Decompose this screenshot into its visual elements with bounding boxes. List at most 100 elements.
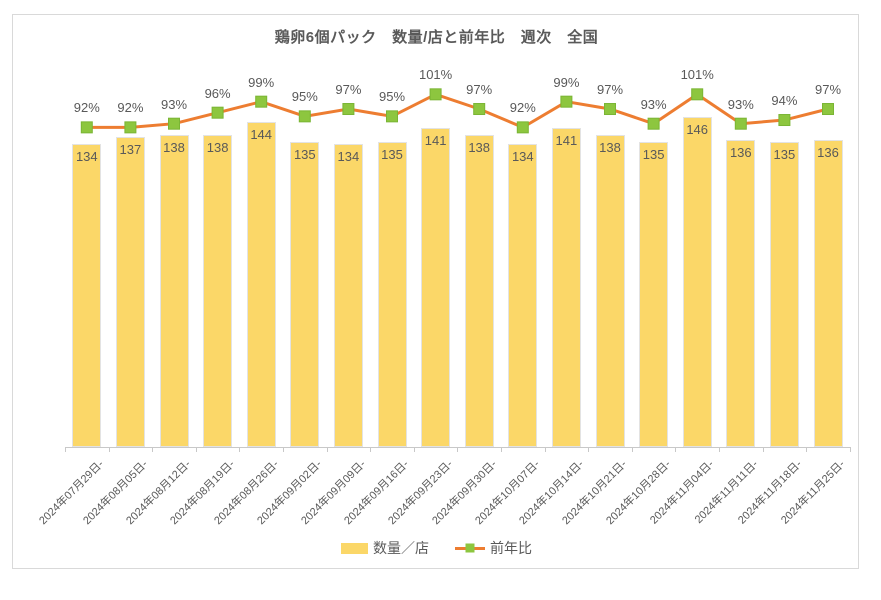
line-marker-swatch — [465, 543, 475, 553]
line-marker — [604, 103, 616, 116]
bar-value-label: 141 — [555, 133, 578, 149]
bar-series-swatch — [341, 542, 368, 554]
yoy-value-label: 97% — [596, 82, 624, 97]
axis-tick — [239, 447, 241, 452]
bar-value-label: 138 — [599, 140, 621, 156]
axis-tick — [283, 447, 284, 452]
bar — [464, 135, 494, 447]
bar-value-label: 134 — [75, 149, 98, 165]
bar — [639, 141, 669, 447]
bar-value-label: 135 — [642, 146, 665, 162]
axis-tick — [152, 447, 154, 452]
axis-tick — [719, 447, 720, 452]
bar-value-label: 134 — [337, 149, 360, 165]
yoy-value-label: 95% — [291, 89, 318, 105]
axis-tick — [457, 447, 459, 452]
yoy-value-label: 97% — [466, 82, 493, 97]
yoy-value-label: 92% — [509, 100, 536, 116]
yoy-value-label: 93% — [727, 96, 754, 112]
line-marker — [473, 103, 486, 116]
line-marker — [822, 103, 834, 116]
legend-label-yoy: 前年比 — [490, 540, 532, 556]
bar — [726, 139, 756, 447]
bar-value-label: 136 — [729, 144, 752, 160]
bar — [421, 128, 451, 447]
line-marker — [255, 95, 268, 108]
bar-value-label: 146 — [686, 122, 709, 138]
bar-value-label: 138 — [163, 140, 185, 156]
yoy-value-label: 99% — [553, 74, 580, 90]
yoy-value-label: 93% — [160, 96, 188, 112]
yoy-value-label: 96% — [204, 85, 231, 101]
bar — [595, 135, 625, 447]
yoy-value-label: 99% — [248, 74, 275, 90]
legend: 数量／店 前年比 — [12, 538, 861, 558]
line-marker — [211, 106, 224, 119]
bar — [246, 121, 276, 447]
yoy-value-label: 101% — [418, 67, 453, 83]
yoy-value-label: 92% — [73, 100, 100, 116]
bar-value-label: 135 — [773, 146, 796, 162]
yoy-value-label: 101% — [680, 67, 714, 83]
bar-value-label: 144 — [250, 126, 273, 142]
bar-value-label: 136 — [817, 144, 839, 160]
line-marker — [298, 110, 311, 123]
line-marker — [647, 117, 660, 130]
line-series-swatch — [455, 543, 485, 553]
axis-tick — [326, 447, 328, 452]
line-marker — [386, 110, 398, 123]
legend-item-quantity-per-store: 数量／店 — [341, 538, 429, 558]
line-marker — [80, 121, 93, 134]
line-marker — [342, 103, 355, 116]
yoy-value-label: 95% — [378, 89, 406, 105]
bar-value-label: 138 — [468, 140, 491, 156]
bar-value-label: 135 — [293, 146, 316, 162]
line-marker — [560, 95, 573, 108]
axis-tick — [413, 447, 415, 452]
line-marker — [168, 117, 180, 130]
chart-title: 鶏卵6個パック 数量/店と前年比 週次 全国 — [274, 29, 599, 46]
bar — [333, 144, 363, 447]
axis-tick — [675, 447, 677, 452]
line-marker — [516, 121, 529, 134]
bar — [377, 141, 407, 447]
bar-value-label: 138 — [206, 140, 229, 156]
axis-tick — [806, 447, 808, 452]
line-marker — [429, 88, 442, 101]
axis-tick — [631, 447, 633, 452]
yoy-value-label: 92% — [117, 100, 144, 116]
yoy-value-label: 97% — [814, 82, 842, 97]
axis-tick — [762, 447, 764, 452]
line-marker — [778, 114, 791, 127]
bar — [769, 141, 799, 447]
bar — [290, 141, 320, 447]
axis-tick — [65, 447, 66, 452]
bar — [159, 135, 189, 447]
bar-value-label: 135 — [381, 146, 403, 162]
bar-value-label: 137 — [119, 142, 142, 158]
axis-tick — [544, 447, 546, 452]
axis-tick — [849, 447, 851, 452]
axis-tick — [588, 447, 590, 452]
axis-tick — [370, 447, 372, 452]
bar-value-label: 134 — [511, 149, 534, 165]
bar — [813, 139, 843, 447]
axis-tick — [195, 447, 197, 452]
legend-item-yoy: 前年比 — [455, 538, 532, 558]
line-marker — [124, 121, 137, 134]
line-marker — [734, 117, 747, 130]
line-marker — [691, 88, 704, 101]
bar — [508, 144, 538, 447]
axis-tick — [501, 447, 502, 452]
yoy-value-label: 94% — [771, 93, 798, 109]
legend-label-quantity: 数量／店 — [373, 540, 429, 556]
yoy-value-label: 93% — [640, 96, 667, 112]
bar — [203, 135, 233, 447]
bar — [551, 128, 581, 447]
bar-value-label: 141 — [424, 133, 447, 149]
bar — [115, 137, 145, 447]
yoy-value-label: 97% — [335, 82, 362, 97]
axis-tick — [108, 447, 110, 452]
bar — [682, 117, 712, 447]
